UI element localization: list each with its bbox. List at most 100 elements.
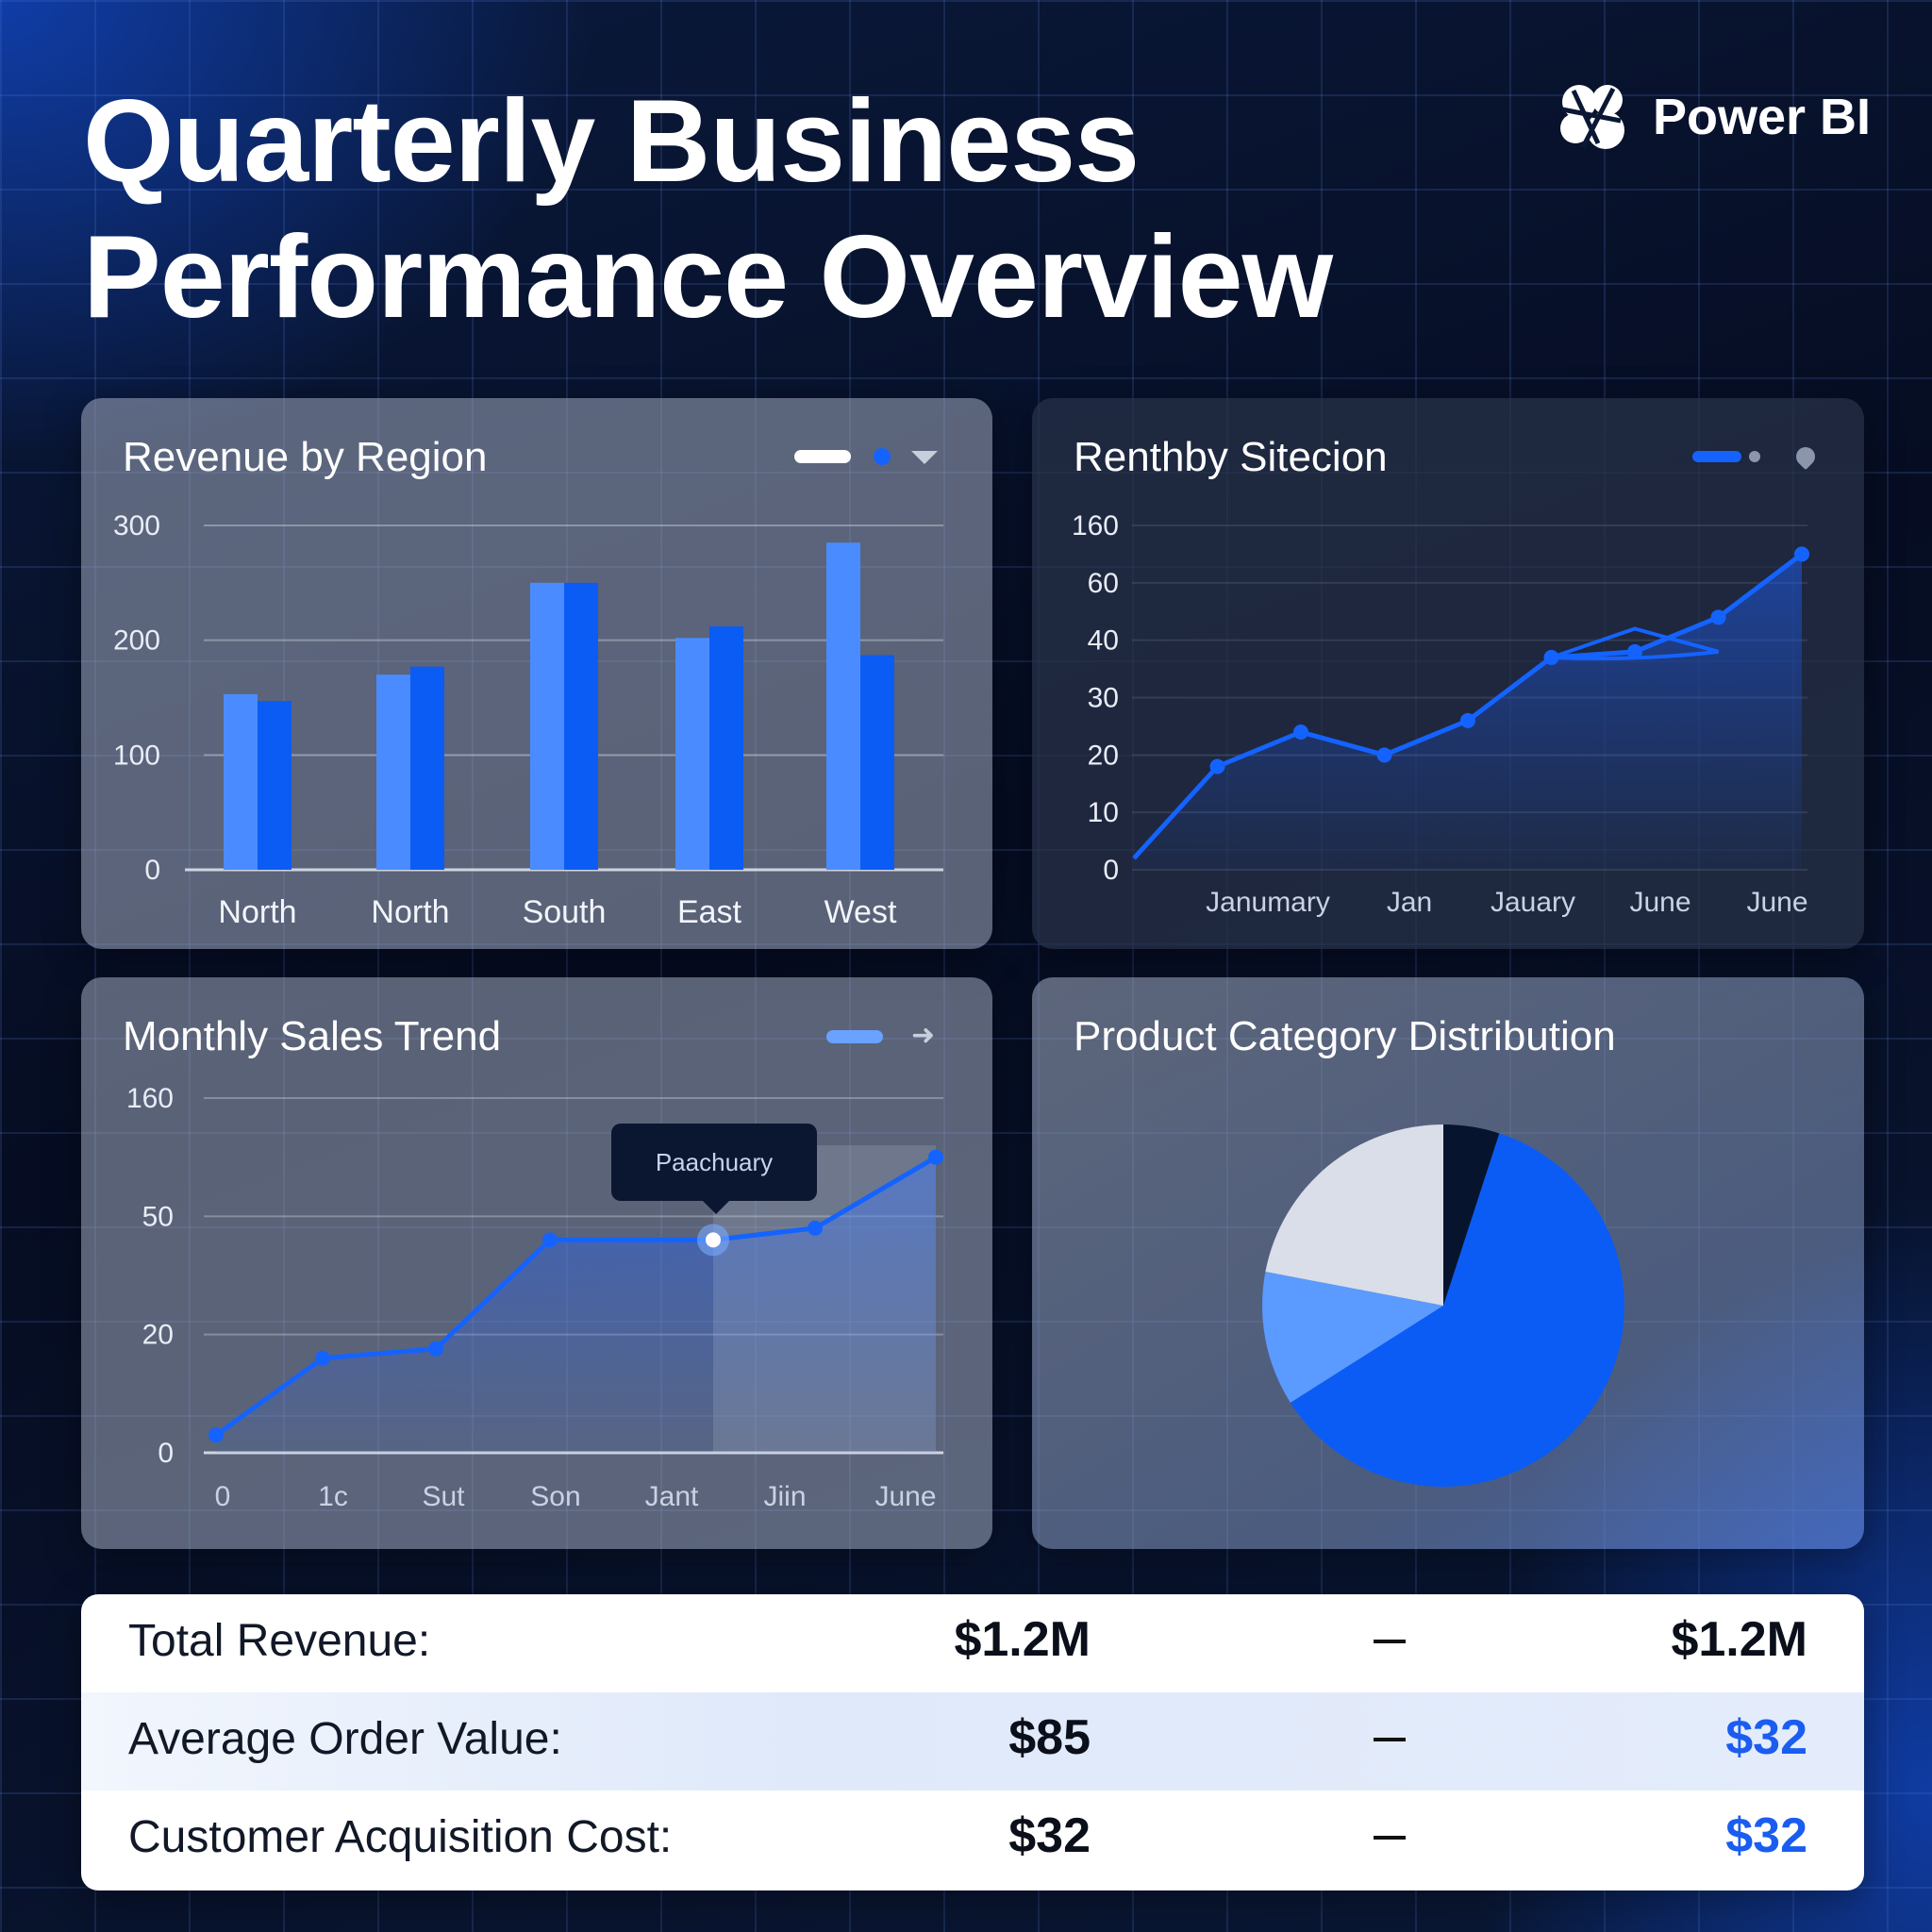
kpi-compare-value: $32 bbox=[1725, 1808, 1807, 1863]
data-point bbox=[542, 1232, 558, 1248]
kpi-value: $85 bbox=[1008, 1710, 1091, 1765]
pie-slice bbox=[1265, 1124, 1443, 1306]
bar bbox=[224, 693, 258, 870]
y-tick-label: 10 bbox=[1088, 797, 1119, 828]
chart-legend-controls bbox=[1692, 442, 1834, 471]
x-tick-label: June bbox=[874, 1481, 936, 1512]
x-tick-label: June bbox=[1746, 887, 1807, 918]
series-line bbox=[214, 1155, 938, 1438]
data-point bbox=[928, 1149, 943, 1165]
y-tick-label: 40 bbox=[1088, 625, 1119, 657]
series-line bbox=[1550, 626, 1720, 661]
x-tick-label: Jan bbox=[1387, 887, 1432, 918]
legend-pill[interactable] bbox=[1692, 451, 1741, 462]
revenue-by-region-chart: 0 100 200 300 North North South East West bbox=[113, 510, 943, 930]
monthly-sales-trend-card: Monthly Sales Trend ➜ 0 20 50 160 0 1c Sut Son J… bbox=[81, 977, 992, 1549]
kpi-value: $1.2M bbox=[954, 1612, 1091, 1667]
page-title-line-1: Quarterly Business bbox=[83, 76, 1140, 207]
kpi-dash bbox=[1374, 1738, 1406, 1741]
data-point bbox=[1627, 643, 1642, 659]
highlight-point bbox=[706, 1232, 721, 1248]
y-tick-label: 0 bbox=[144, 855, 160, 886]
brand-name: Power BI bbox=[1653, 89, 1872, 145]
bar bbox=[530, 582, 564, 870]
kpi-compare-value: $1.2M bbox=[1671, 1612, 1807, 1667]
data-point bbox=[208, 1427, 224, 1443]
y-tick-label: 100 bbox=[113, 740, 160, 771]
x-tick-label: June bbox=[1629, 887, 1690, 918]
bar bbox=[376, 675, 410, 870]
kpi-row-average-order-value: Average Order Value: $85 $32 bbox=[81, 1692, 1864, 1790]
y-tick-label: 30 bbox=[1088, 683, 1119, 714]
kpi-label: Total Revenue: bbox=[128, 1616, 431, 1666]
x-tick-label: North bbox=[218, 894, 296, 930]
renthby-sitecion-card: Renthby Sitecion 0 10 20 30 40 60 160 Janumary J… bbox=[1032, 398, 1864, 949]
kpi-row-total-revenue: Total Revenue: $1.2M $1.2M bbox=[81, 1594, 1864, 1692]
revenue-by-region-card: Revenue by Region 0 100 200 300 North North So… bbox=[81, 398, 992, 949]
page-title-line-2: Performance Overview bbox=[83, 212, 1333, 342]
y-tick-label: 50 bbox=[142, 1201, 174, 1232]
renthby-sitecion-title: Renthby Sitecion bbox=[1074, 434, 1388, 480]
data-point bbox=[1376, 747, 1392, 763]
page-title: Quarterly Business Performance Overview bbox=[83, 74, 1333, 345]
monthly-sales-trend-chart: 0 20 50 160 0 1c Sut Son Jant Jiin June bbox=[126, 1083, 943, 1512]
y-tick-label: 160 bbox=[126, 1083, 174, 1114]
chart-legend-controls: ➜ bbox=[826, 1020, 949, 1051]
bar bbox=[675, 638, 709, 870]
data-point bbox=[428, 1341, 443, 1357]
y-tick-label: 0 bbox=[158, 1438, 174, 1469]
y-tick-label: 160 bbox=[1072, 510, 1119, 541]
x-tick-label: South bbox=[523, 894, 607, 930]
y-tick-label: 0 bbox=[1103, 855, 1119, 886]
monthly-sales-trend-title: Monthly Sales Trend bbox=[123, 1013, 502, 1059]
x-tick-label: Jauary bbox=[1491, 887, 1575, 918]
kpi-table: Total Revenue: $1.2M $1.2M Average Order… bbox=[81, 1594, 1864, 1890]
y-tick-label: 60 bbox=[1088, 568, 1119, 599]
data-point bbox=[1710, 609, 1726, 625]
kpi-label: Customer Acquisition Cost: bbox=[128, 1812, 673, 1862]
data-point bbox=[1460, 712, 1475, 728]
bar bbox=[410, 666, 444, 870]
y-tick-label: 200 bbox=[113, 625, 160, 657]
x-tick-label: 0 bbox=[215, 1481, 231, 1512]
data-point bbox=[1794, 546, 1809, 562]
legend-pill[interactable] bbox=[826, 1030, 883, 1043]
power-bi-logo-icon bbox=[1560, 85, 1624, 149]
brand: Power BI bbox=[1555, 81, 1871, 153]
arrow-right-icon[interactable]: ➜ bbox=[911, 1020, 936, 1051]
x-tick-label: Jant bbox=[645, 1481, 699, 1512]
pie-slice bbox=[1262, 1272, 1443, 1403]
bar bbox=[564, 582, 598, 870]
bar bbox=[826, 542, 860, 870]
bar bbox=[258, 701, 291, 870]
x-tick-label: Son bbox=[530, 1481, 580, 1512]
renthby-sitecion-chart: 0 10 20 30 40 60 160 Janumary Jan Jauary June June bbox=[1072, 510, 1809, 918]
bar bbox=[709, 626, 743, 870]
chart-legend-controls bbox=[794, 447, 955, 470]
x-tick-label: East bbox=[677, 894, 742, 930]
kpi-dash bbox=[1374, 1640, 1406, 1643]
x-tick-label: Sut bbox=[422, 1481, 465, 1512]
kpi-row-customer-acquisition-cost: Customer Acquisition Cost: $32 $32 bbox=[81, 1790, 1864, 1889]
x-tick-label: North bbox=[371, 894, 449, 930]
legend-pill[interactable] bbox=[794, 450, 851, 463]
series-area bbox=[216, 1157, 936, 1453]
x-tick-label: West bbox=[824, 894, 897, 930]
x-tick-label: 1c bbox=[318, 1481, 348, 1512]
revenue-by-region-title: Revenue by Region bbox=[123, 434, 488, 480]
kpi-value: $32 bbox=[1008, 1808, 1091, 1863]
legend-dot[interactable] bbox=[874, 448, 891, 465]
kpi-label: Average Order Value: bbox=[128, 1714, 562, 1764]
y-tick-label: 300 bbox=[113, 510, 160, 541]
x-tick-label: Jiin bbox=[763, 1481, 806, 1512]
series-area bbox=[1134, 554, 1802, 870]
product-category-card: Product Category Distribution bbox=[1032, 977, 1864, 1549]
product-category-pie-chart bbox=[1262, 1124, 1624, 1487]
kpi-compare-value: $32 bbox=[1725, 1710, 1807, 1765]
legend-dot[interactable] bbox=[1749, 451, 1760, 462]
pie-slice bbox=[1443, 1124, 1500, 1306]
chart-tooltip: Paachuary bbox=[611, 1124, 817, 1214]
x-tick-label: Janumary bbox=[1206, 887, 1330, 918]
dropdown-triangle-icon[interactable] bbox=[911, 451, 938, 464]
data-point bbox=[1209, 758, 1225, 774]
